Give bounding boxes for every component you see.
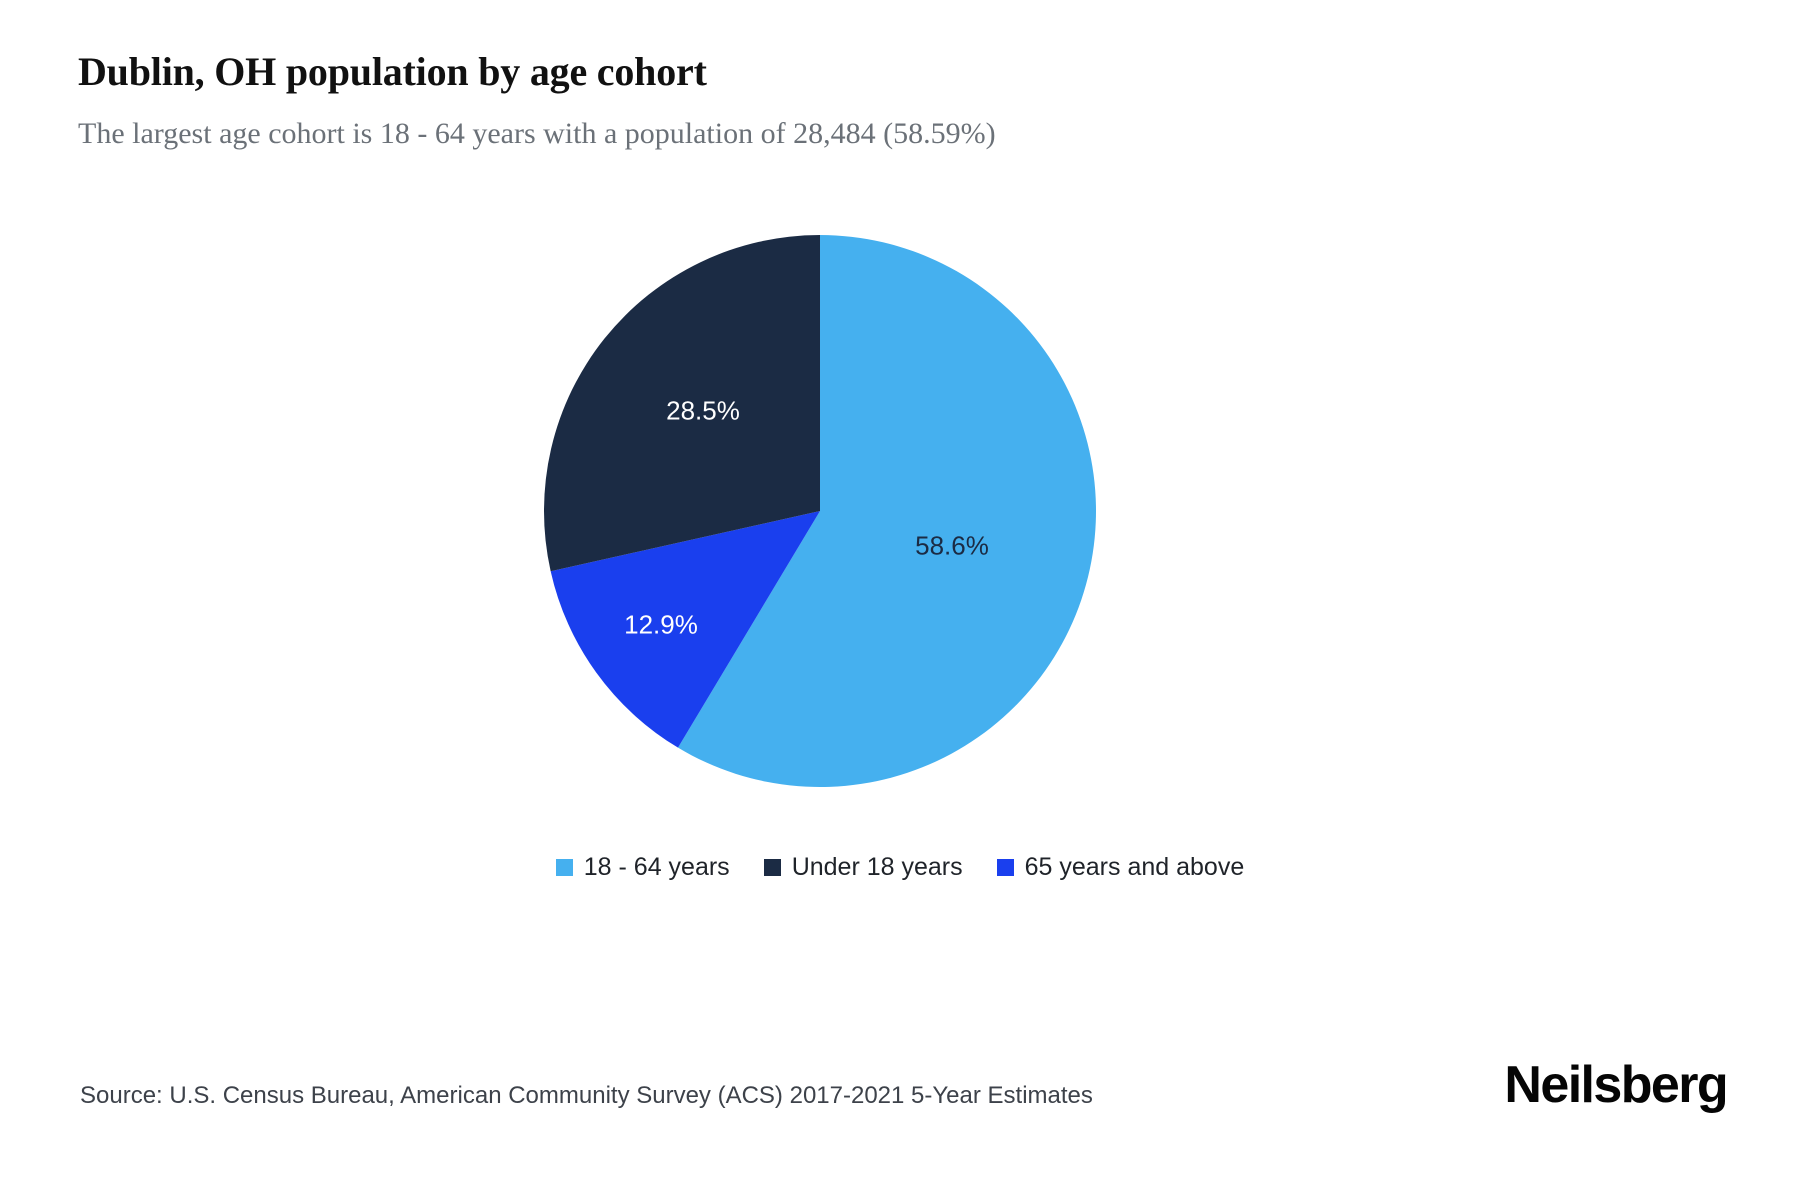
- legend-swatch-icon: [996, 859, 1014, 876]
- brand-logo: Neilsberg: [1504, 1056, 1728, 1114]
- legend-swatch-icon: [555, 859, 573, 876]
- legend-item-65-years-and-above[interactable]: 65 years and above: [996, 853, 1245, 882]
- legend-swatch-icon: [763, 859, 781, 876]
- pie-slice[interactable]: [544, 235, 820, 572]
- source-note: Source: U.S. Census Bureau, American Com…: [80, 1082, 1093, 1109]
- chart-legend: 18 - 64 years Under 18 years 65 years an…: [0, 853, 1800, 882]
- pie-slice-label-0: 58.6%: [915, 530, 989, 561]
- pie-chart-svg: [544, 235, 1096, 787]
- legend-item-18-64-years[interactable]: 18 - 64 years: [555, 853, 730, 882]
- page-title: Dublin, OH population by age cohort: [78, 49, 707, 94]
- pie-slice-group: [544, 235, 1096, 787]
- legend-item-label: 65 years and above: [1024, 853, 1245, 881]
- pie-slice-label-1: 12.9%: [624, 609, 698, 640]
- legend-item-under-18-years[interactable]: Under 18 years: [763, 853, 963, 882]
- pie-slice-label-2: 28.5%: [666, 395, 740, 426]
- pie-slice[interactable]: [550, 511, 820, 748]
- pie-slice[interactable]: [678, 235, 1096, 787]
- legend-item-label: 18 - 64 years: [583, 853, 730, 881]
- legend-item-label: Under 18 years: [791, 853, 963, 881]
- chart-subtitle: The largest age cohort is 18 - 64 years …: [78, 117, 996, 150]
